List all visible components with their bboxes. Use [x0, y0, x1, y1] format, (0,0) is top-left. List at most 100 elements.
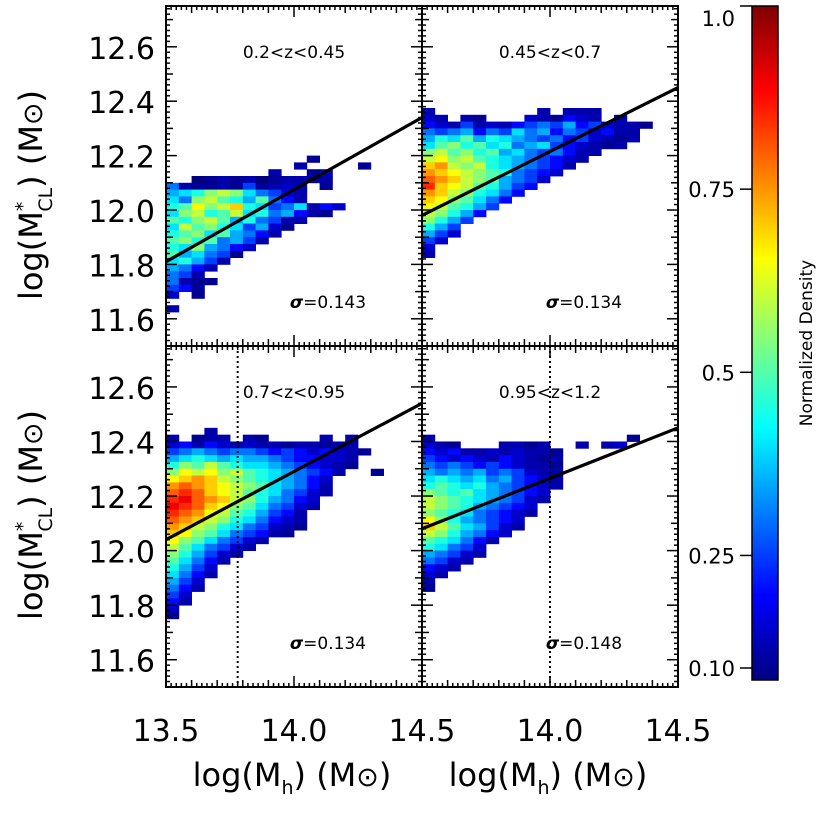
density-cell — [281, 475, 295, 483]
density-cell — [447, 169, 461, 177]
density-cell — [166, 250, 180, 258]
density-cell — [562, 135, 576, 143]
density-cell — [550, 162, 564, 170]
density-cell — [588, 142, 602, 150]
density-cell — [191, 468, 205, 476]
density-cell — [332, 203, 346, 211]
x-tick-label: 14.5 — [645, 714, 712, 749]
density-cell — [626, 135, 640, 143]
density-cell — [524, 128, 538, 136]
density-cell — [473, 189, 487, 197]
density-cell — [178, 557, 192, 565]
density-cell — [306, 169, 320, 177]
redshift-label: 0.7<z<0.95 — [243, 383, 345, 403]
density-cell — [268, 216, 282, 224]
density-cell — [268, 176, 282, 184]
density-cell — [281, 203, 295, 211]
density-cell — [473, 121, 487, 129]
density-cell — [230, 550, 244, 558]
density-cell — [217, 550, 231, 558]
density-cell — [473, 530, 487, 538]
density-cell — [191, 291, 205, 299]
density-cell — [498, 142, 512, 150]
density-cell — [422, 461, 436, 470]
density-cell — [434, 557, 448, 565]
density-cell — [524, 169, 538, 177]
density-cell — [217, 502, 231, 511]
density-cell — [178, 536, 192, 545]
density-cell — [178, 584, 192, 592]
panel-bottom-left-ticks — [165, 346, 423, 688]
density-cell — [422, 584, 436, 592]
density-cell — [422, 509, 436, 517]
density-cell — [294, 203, 308, 211]
density-cell — [473, 169, 487, 177]
density-cell — [166, 434, 180, 442]
density-cell — [166, 223, 180, 231]
density-cell — [204, 176, 218, 184]
density-cell — [434, 564, 448, 572]
density-cell — [230, 230, 244, 238]
density-cell — [447, 489, 461, 497]
density-cell — [422, 142, 436, 150]
density-cell — [460, 468, 474, 476]
density-cell — [434, 121, 448, 129]
panel-bottom-right: 0.95<z<1.2 σ=0.148 — [422, 346, 678, 687]
density-cell — [524, 489, 538, 497]
density-cell — [217, 244, 231, 252]
density-cell — [319, 489, 333, 497]
density-cell — [255, 523, 269, 531]
density-cell — [537, 121, 551, 129]
density-cell — [562, 155, 576, 163]
density-cell — [614, 441, 628, 449]
density-cell — [498, 455, 512, 463]
density-cell — [486, 169, 500, 177]
density-cell — [204, 461, 218, 470]
density-cell — [191, 264, 205, 272]
density-cell — [204, 237, 218, 245]
density-cell — [178, 530, 192, 538]
density-cell — [166, 550, 180, 558]
density-cell — [166, 244, 180, 252]
density-cell — [498, 530, 512, 538]
density-cell — [166, 196, 180, 204]
sun-symbol-icon: ⊙ — [18, 102, 49, 125]
density-cell — [191, 434, 205, 442]
density-cell — [255, 448, 269, 456]
density-cell — [447, 564, 461, 572]
density-cell — [166, 516, 180, 524]
density-cell — [550, 468, 564, 476]
density-cell — [486, 196, 500, 204]
density-cell — [191, 278, 205, 286]
density-cell — [678, 108, 691, 115]
density-cell — [166, 441, 180, 449]
density-cell — [460, 121, 474, 129]
density-cell — [486, 455, 500, 463]
density-cell — [524, 475, 538, 483]
density-cell — [242, 509, 256, 517]
density-cell — [319, 482, 333, 490]
density-cell — [166, 475, 180, 483]
density-cell — [281, 496, 295, 504]
density-cell — [537, 448, 551, 456]
density-cell — [511, 523, 525, 531]
axes: 12.6 12.4 12.2 12.0 11.8 11.6 12.6 12.4 12.2 12.0… — [88, 5, 712, 749]
density-cell — [511, 516, 525, 524]
density-cell — [166, 489, 180, 497]
density-cell — [191, 230, 205, 238]
density-cell — [255, 434, 269, 442]
density-cell — [294, 461, 308, 470]
density-cell — [498, 475, 512, 483]
density-cell — [178, 182, 192, 190]
density-cell — [294, 162, 308, 170]
density-cell — [422, 162, 436, 170]
density-cell — [166, 291, 180, 299]
density-cell — [255, 496, 269, 504]
density-cell — [422, 571, 436, 579]
density-cell — [166, 455, 180, 463]
density-cell — [460, 557, 474, 565]
density-cell — [204, 427, 218, 436]
x-tick-label: 14.0 — [261, 714, 328, 749]
density-cell — [217, 482, 231, 490]
density-cell — [294, 523, 308, 531]
